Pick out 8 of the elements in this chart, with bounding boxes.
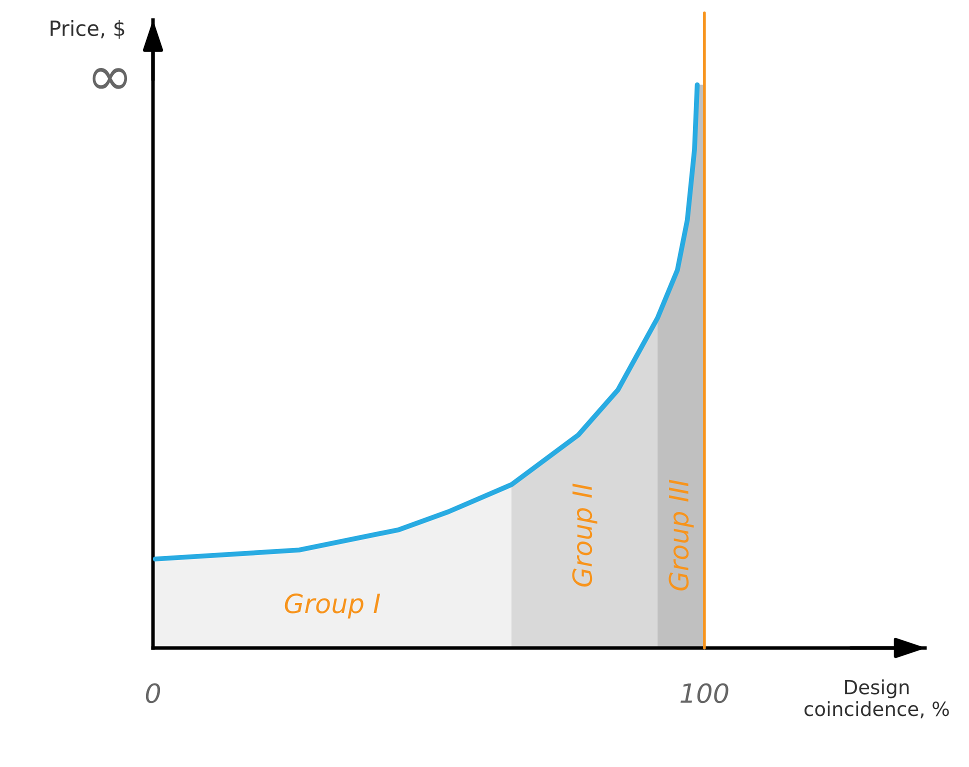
x-tick-label: 0 xyxy=(146,683,160,704)
text: ∞ xyxy=(92,68,128,89)
y-axis-title: Price, $ xyxy=(50,20,124,39)
annotation: Group III xyxy=(668,480,694,590)
x-axis-title: Design coincidence, % xyxy=(804,679,949,718)
annotation: Group II xyxy=(572,484,598,587)
annotation: Group I xyxy=(284,593,380,619)
x-tick-label: 100 xyxy=(680,683,728,704)
